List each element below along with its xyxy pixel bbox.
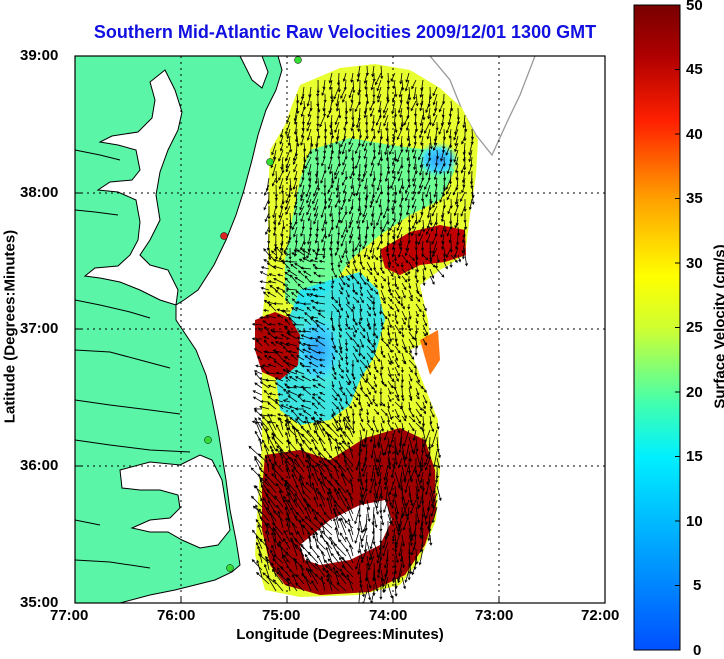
x-tick-label: 74:00 [369,607,408,624]
radar-site [226,564,234,572]
bathymetry-contour [429,56,536,157]
fast-region-east [420,330,440,375]
x-axis-label: Longitude (Degrees:Minutes) [236,626,444,643]
pamlico-sound [119,454,231,549]
river-inlets [75,149,191,569]
colorbar-tick-label: 45 [686,61,703,78]
x-tick-label: 77:00 [50,607,89,624]
x-tick-label: 72:00 [581,607,620,624]
radar-site [204,436,212,444]
y-tick-label: 35:00 [20,594,59,611]
radar-site [266,158,274,166]
colorbar-tick-label: 50 [686,0,703,14]
colorbar [633,4,681,651]
colorbar-tick-label: 30 [686,255,703,272]
colorbar-tick-label: 35 [686,190,703,207]
colorbar-tick-label: 25 [686,319,703,336]
colorbar-tick-label: 15 [686,448,703,465]
slow-core [290,310,346,390]
y-tick-label: 37:00 [20,320,59,337]
velocity-vectors [248,65,475,603]
y-tick-label: 38:00 [20,184,59,201]
colorbar-tick-label: 20 [686,384,703,401]
colorbar-label: Surface Velocity (cm/s) [711,244,724,409]
y-tick-label: 39:00 [20,47,59,64]
y-tick-label: 36:00 [20,457,59,474]
radar-site [220,232,228,240]
x-tick-label: 75:00 [262,607,301,624]
colorbar-tick-label: 0 [693,642,702,659]
y-axis-label: Latitude (Degrees:Minutes) [1,229,19,424]
radar-site [294,56,302,64]
colorbar-tick-label: 40 [686,126,703,143]
coverage-green [285,138,455,310]
map-title: Southern Mid-Atlantic Raw Velocities 200… [93,22,597,42]
x-tick-label: 73:00 [475,607,514,624]
delaware-bay [239,56,269,89]
data-gap [430,280,462,315]
x-tick-label: 76:00 [157,607,196,624]
colorbar-tick-label: 10 [686,513,703,530]
vector-arrows [248,65,475,603]
colorbar-tick-label: 5 [693,577,702,594]
velocity-field [248,64,478,603]
chesapeake-bay [83,69,183,306]
colorbar-ticks [675,4,680,651]
axis-ticks [74,55,606,604]
grid-lines [75,56,605,603]
